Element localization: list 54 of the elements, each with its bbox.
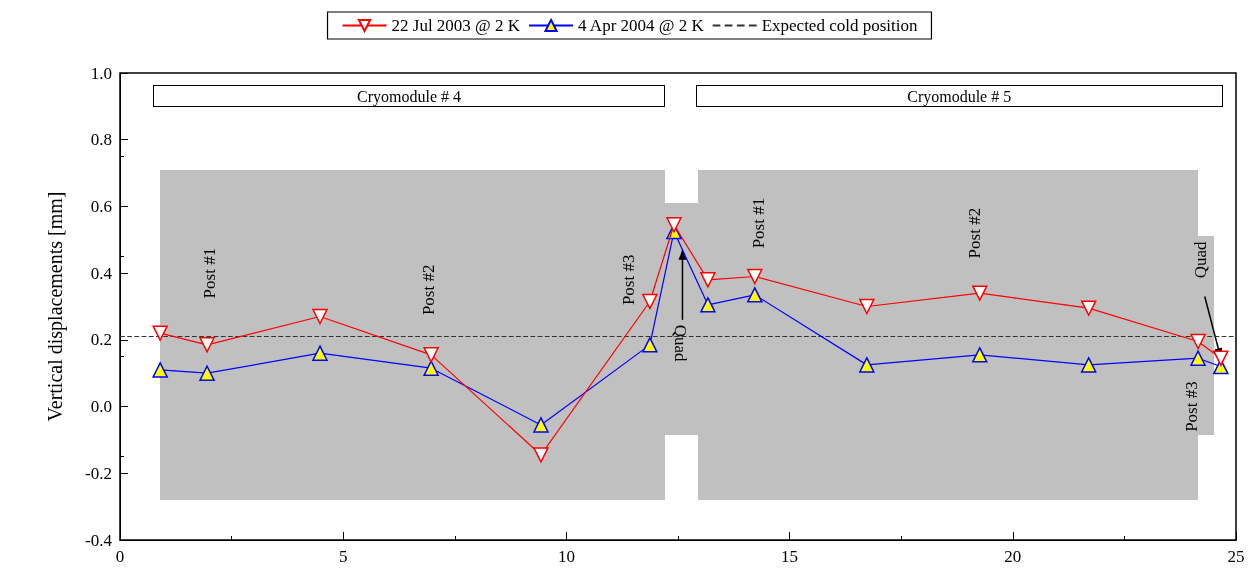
point bbox=[666, 217, 682, 233]
point bbox=[1190, 333, 1206, 350]
point bbox=[312, 308, 328, 325]
point bbox=[700, 297, 716, 313]
point bbox=[747, 287, 763, 303]
point bbox=[199, 337, 215, 353]
point bbox=[700, 272, 716, 288]
point bbox=[423, 360, 439, 376]
point bbox=[152, 325, 168, 341]
annotation: Post #2 bbox=[965, 207, 985, 259]
x-tick-label: 0 bbox=[115, 547, 125, 566]
annotation: Post #3 bbox=[619, 254, 639, 306]
point bbox=[859, 357, 875, 373]
legend-label: 4 Apr 2004 @ 2 K bbox=[578, 16, 705, 35]
annotation: Post #1 bbox=[748, 197, 768, 249]
point bbox=[533, 417, 549, 433]
point bbox=[1080, 300, 1097, 316]
y-tick-label: 1.0 bbox=[90, 63, 112, 83]
legend-label: Expected cold position bbox=[761, 16, 918, 35]
point bbox=[423, 347, 439, 363]
point bbox=[533, 447, 549, 463]
point bbox=[1080, 357, 1097, 373]
point bbox=[312, 345, 328, 361]
y-tick-label: -0.2 bbox=[85, 463, 112, 483]
x-tick-label: 5 bbox=[338, 547, 348, 566]
annotation: Post #2 bbox=[418, 264, 438, 316]
point bbox=[199, 365, 215, 381]
point bbox=[1213, 350, 1229, 366]
point bbox=[1190, 350, 1206, 366]
y-tick-label: 0.0 bbox=[90, 397, 112, 417]
point bbox=[859, 298, 875, 315]
y-tick-label: 0.6 bbox=[90, 196, 112, 216]
point bbox=[642, 337, 658, 353]
point bbox=[972, 285, 988, 301]
point bbox=[747, 268, 763, 285]
annotation: Quad bbox=[670, 324, 690, 363]
legend-label: 22 Jul 2003 @ 2 K bbox=[391, 16, 521, 35]
annotation: Quad bbox=[1190, 240, 1210, 279]
x-tick-label: 10 bbox=[557, 547, 575, 566]
point bbox=[972, 347, 988, 363]
label-frame: Cryomodule # 4 bbox=[153, 85, 665, 108]
x-tick-label: 20 bbox=[1004, 547, 1022, 566]
y-axis-title: Vertical displacements [mm] bbox=[44, 191, 67, 422]
y-tick-label: 0.8 bbox=[90, 130, 112, 150]
annotation: Post #3 bbox=[1181, 381, 1201, 432]
point bbox=[152, 362, 168, 378]
y-tick-label: -0.4 bbox=[85, 530, 113, 550]
y-tick-label: 0.2 bbox=[90, 330, 112, 350]
label-frame: Cryomodule # 5 bbox=[695, 85, 1223, 108]
annotation: Post #1 bbox=[199, 247, 219, 299]
x-tick-label: 15 bbox=[781, 547, 799, 566]
point bbox=[642, 293, 658, 310]
y-tick-label: 0.4 bbox=[90, 263, 113, 283]
x-tick-label: 25 bbox=[1227, 547, 1245, 566]
